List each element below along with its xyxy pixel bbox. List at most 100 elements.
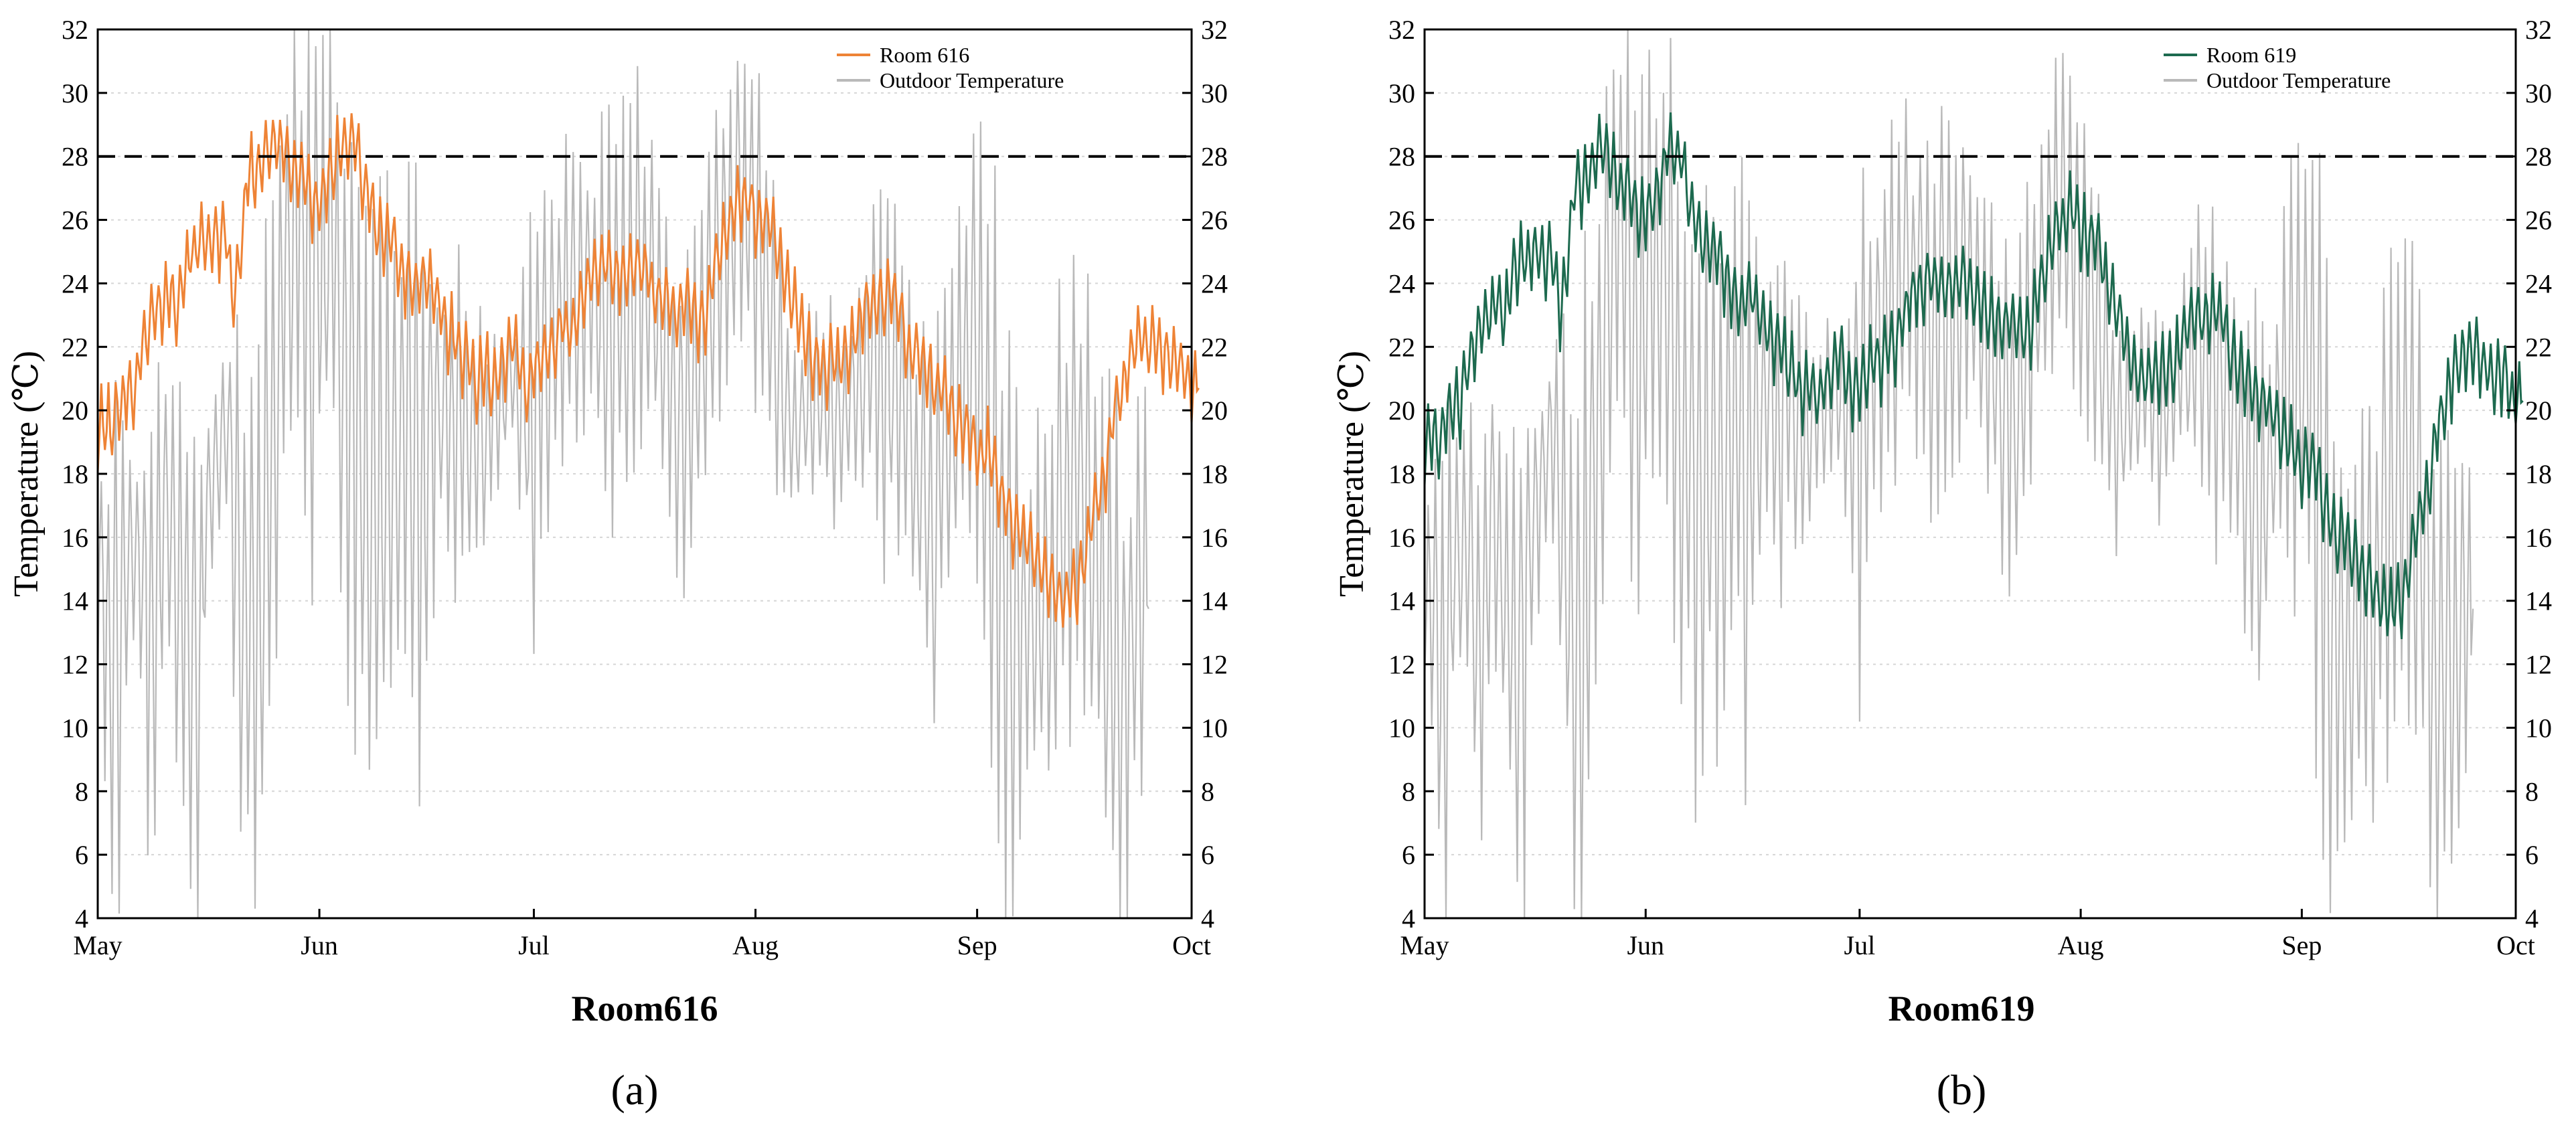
y-tick-label: 16 <box>1388 523 1415 553</box>
y2-tick-label: 26 <box>1201 205 1228 236</box>
y2-tick-label: 28 <box>2525 142 2552 172</box>
y2-axis-ticks-a: 4 6 8 10 12 14 16 18 20 22 24 26 28 30 32 <box>1182 15 1228 934</box>
legend-room-label-b: Room 619 <box>2206 43 2296 67</box>
x-tick-label: Jul <box>1844 930 1876 960</box>
x-axis-ticks-b: May Jun Jul Aug Sep Oct <box>1400 909 2535 960</box>
x-axis-ticks-a: May Jun Jul Aug Sep Oct <box>73 909 1211 960</box>
y2-tick-label: 24 <box>1201 268 1228 298</box>
legend-a: Room 616 Outdoor Temperature <box>837 43 1064 92</box>
y2-tick-label: 8 <box>2525 776 2539 806</box>
y-tick-label: 32 <box>62 15 88 45</box>
room-temperature-line <box>1423 112 2524 639</box>
y-tick-label: 10 <box>1388 713 1415 743</box>
y2-tick-label: 32 <box>1201 15 1228 45</box>
outdoor-temperature-line <box>1423 29 2474 919</box>
y-tick-label: 20 <box>62 396 88 426</box>
y2-tick-label: 18 <box>1201 459 1228 489</box>
legend-outdoor-label-b: Outdoor Temperature <box>2206 68 2391 92</box>
y-tick-label: 12 <box>1388 650 1415 680</box>
y-tick-label: 12 <box>62 650 88 680</box>
y2-tick-label: 12 <box>2525 650 2552 680</box>
x-tick-label: May <box>1400 930 1449 960</box>
x-axis-title-b: Room619 <box>1888 988 2035 1029</box>
y-tick-label: 4 <box>75 903 88 934</box>
x-axis-title-a: Room616 <box>572 988 718 1029</box>
y-tick-label: 14 <box>1388 586 1415 616</box>
y-tick-label: 16 <box>62 523 88 553</box>
y2-tick-label: 6 <box>2525 840 2539 870</box>
outdoor-temperature-line <box>96 29 1149 919</box>
y-tick-label: 8 <box>75 776 88 806</box>
y-tick-label: 26 <box>1388 205 1415 236</box>
y-axis-title-b: Temperature (℃) <box>1333 351 1371 597</box>
y2-tick-label: 4 <box>1201 903 1214 934</box>
y2-tick-label: 6 <box>1201 840 1214 870</box>
y2-tick-label: 30 <box>2525 78 2552 108</box>
y2-tick-label: 10 <box>2525 713 2552 743</box>
y-tick-label: 18 <box>62 459 88 489</box>
x-tick-label: Jul <box>518 930 550 960</box>
y-axis-ticks-b: 4 6 8 10 12 14 16 18 20 22 24 26 28 30 32 <box>1388 15 1434 934</box>
panel-label-b: (b) <box>1937 1066 1987 1114</box>
y2-tick-label: 8 <box>1201 776 1214 806</box>
y-tick-label: 22 <box>62 332 88 362</box>
room-temperature-line <box>96 113 1200 628</box>
y-tick-label: 30 <box>1388 78 1415 108</box>
chart-panel-b: 4 6 8 10 12 14 16 18 20 22 24 26 28 30 32 4 6 8 10 12 14 16 1… <box>1333 15 2552 1114</box>
y2-tick-label: 32 <box>2525 15 2552 45</box>
y-tick-label: 28 <box>1388 142 1415 172</box>
y-tick-label: 24 <box>62 268 88 298</box>
y2-tick-label: 12 <box>1201 650 1228 680</box>
y-tick-label: 22 <box>1388 332 1415 362</box>
y2-tick-label: 22 <box>2525 332 2552 362</box>
x-tick-label: May <box>73 930 122 960</box>
x-tick-label: Oct <box>2496 930 2535 960</box>
y2-tick-label: 16 <box>1201 523 1228 553</box>
y2-axis-ticks-b: 4 6 8 10 12 14 16 18 20 22 24 26 28 30 32 <box>2506 15 2552 934</box>
y2-tick-label: 10 <box>1201 713 1228 743</box>
y2-tick-label: 22 <box>1201 332 1228 362</box>
x-tick-label: Sep <box>957 930 997 960</box>
x-tick-label: Jun <box>1627 930 1664 960</box>
y2-tick-label: 16 <box>2525 523 2552 553</box>
y-tick-label: 6 <box>1402 840 1415 870</box>
y2-tick-label: 28 <box>1201 142 1228 172</box>
y-tick-label: 18 <box>1388 459 1415 489</box>
y-tick-label: 8 <box>1402 776 1415 806</box>
y-tick-label: 30 <box>62 78 88 108</box>
y-axis-title-a: Temperature (℃) <box>7 351 46 597</box>
y2-tick-label: 20 <box>2525 396 2552 426</box>
x-tick-label: Aug <box>732 930 779 960</box>
y2-tick-label: 18 <box>2525 459 2552 489</box>
panel-label-a: (a) <box>611 1066 658 1114</box>
y-tick-label: 28 <box>62 142 88 172</box>
chart-panel-a: 4 6 8 10 12 14 16 18 20 22 24 26 28 30 32 4 6 8 10 12 14 16 1… <box>7 15 1228 1114</box>
y-tick-label: 14 <box>62 586 88 616</box>
y2-tick-label: 14 <box>1201 586 1228 616</box>
y2-tick-label: 20 <box>1201 396 1228 426</box>
y-tick-label: 24 <box>1388 268 1415 298</box>
y2-tick-label: 24 <box>2525 268 2552 298</box>
y-tick-label: 6 <box>75 840 88 870</box>
y2-tick-label: 26 <box>2525 205 2552 236</box>
y-axis-ticks-a: 4 6 8 10 12 14 16 18 20 22 24 26 28 30 32 <box>62 15 107 934</box>
y-tick-label: 32 <box>1388 15 1415 45</box>
legend-b: Room 619 Outdoor Temperature <box>2164 43 2391 92</box>
outdoor-temperature-series-b <box>1423 29 2474 919</box>
y2-tick-label: 14 <box>2525 586 2552 616</box>
outdoor-temperature-series-a <box>96 29 1149 919</box>
x-tick-label: Jun <box>301 930 338 960</box>
x-tick-label: Sep <box>2281 930 2322 960</box>
y2-tick-label: 4 <box>2525 903 2539 934</box>
legend-outdoor-label-a: Outdoor Temperature <box>880 68 1064 92</box>
y2-tick-label: 30 <box>1201 78 1228 108</box>
room-616-series <box>96 113 1200 628</box>
legend-room-label-a: Room 616 <box>880 43 969 67</box>
room-619-series <box>1423 112 2524 639</box>
y-tick-label: 26 <box>62 205 88 236</box>
y-tick-label: 20 <box>1388 396 1415 426</box>
y-tick-label: 4 <box>1402 903 1415 934</box>
x-tick-label: Aug <box>2058 930 2104 960</box>
x-tick-label: Oct <box>1172 930 1211 960</box>
